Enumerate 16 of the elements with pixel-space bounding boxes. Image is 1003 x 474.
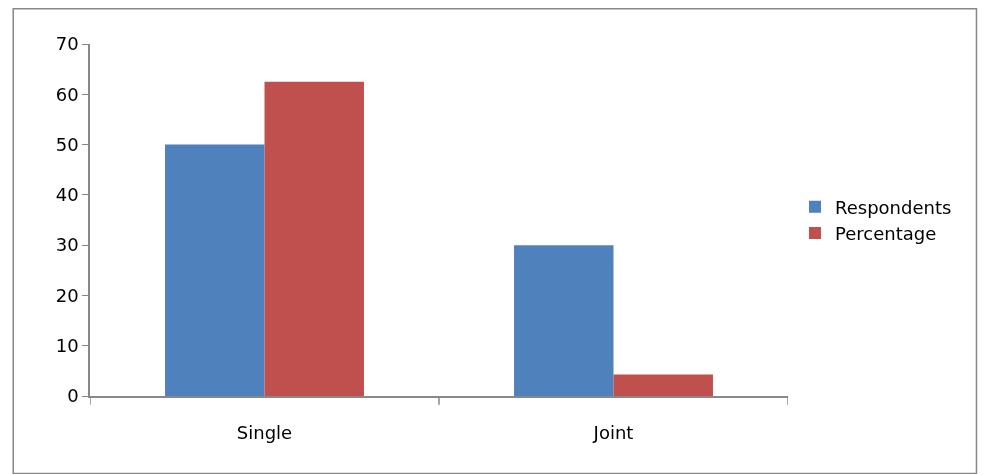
bar (514, 245, 614, 396)
y-tick-label: 50 (55, 133, 79, 155)
bar (165, 144, 265, 396)
y-tick-label: 60 (55, 83, 79, 105)
y-tick-label: 30 (55, 234, 79, 256)
y-tick-label: 40 (55, 184, 79, 206)
x-tick-label: Joint (592, 422, 634, 444)
bar (613, 374, 713, 396)
y-tick-label: 10 (55, 335, 79, 357)
bar (264, 81, 364, 396)
y-tick-label: 20 (55, 284, 79, 306)
legend-label: Respondents (834, 196, 952, 218)
y-tick-label: 70 (55, 33, 79, 55)
y-tick-label: 0 (67, 385, 79, 407)
legend-label: Percentage (834, 223, 937, 245)
x-tick-label: Single (236, 422, 293, 444)
